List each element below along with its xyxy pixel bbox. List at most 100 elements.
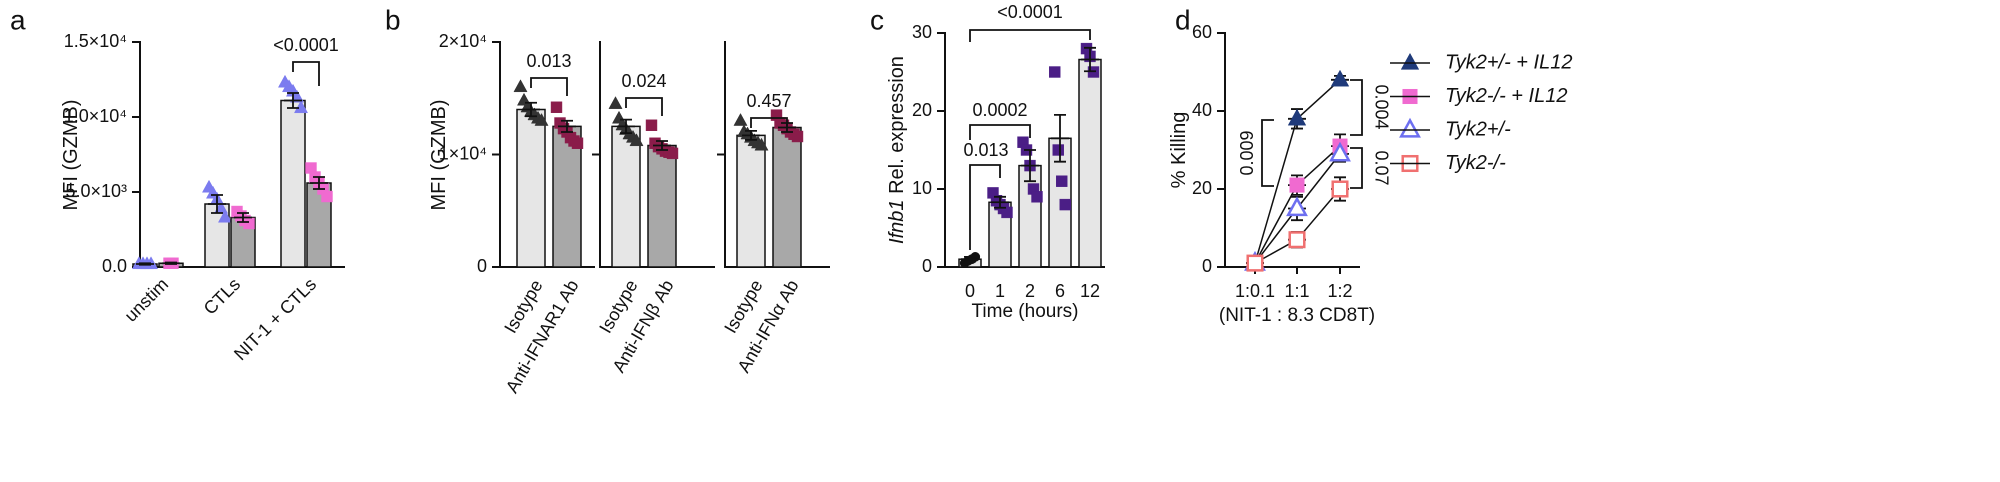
y-tick-label: 5.0×10³ bbox=[65, 181, 127, 201]
x-axis-label: Time (hours) bbox=[972, 301, 1079, 322]
p-value: 0.009 bbox=[1237, 130, 1257, 175]
y-tick-label: 30 bbox=[912, 22, 932, 42]
data-point bbox=[293, 100, 309, 114]
data-point bbox=[791, 130, 804, 143]
data-point bbox=[1001, 206, 1013, 219]
y-axis-label: MFI (GZMB) bbox=[428, 99, 450, 210]
y-tick-label: 0 bbox=[477, 256, 487, 276]
y-tick-label: 10 bbox=[912, 178, 932, 198]
x-tick-label: CTLs bbox=[200, 274, 245, 319]
x-tick-label: unstim bbox=[121, 274, 173, 326]
y-tick-label: 0.0 bbox=[102, 256, 127, 276]
data-point bbox=[1329, 141, 1351, 162]
p-value: 0.013 bbox=[963, 140, 1008, 160]
error-bar bbox=[617, 118, 635, 135]
p-value: 0.0002 bbox=[972, 100, 1027, 120]
data-point bbox=[666, 147, 679, 160]
bracket bbox=[1350, 147, 1363, 189]
bracket bbox=[292, 61, 320, 86]
x-axis-label: (NIT-1 : 8.3 CD8T) bbox=[1219, 305, 1375, 326]
error-bar bbox=[208, 194, 226, 214]
legend-marker bbox=[1400, 52, 1420, 70]
bar bbox=[516, 108, 546, 268]
legend-label: Tyk2+/- + IL12 bbox=[1445, 51, 1572, 73]
p-value: <0.0001 bbox=[997, 2, 1063, 22]
bracket bbox=[750, 117, 788, 128]
y-axis-label: % Killing bbox=[1168, 112, 1190, 189]
p-value: 0.024 bbox=[621, 71, 666, 91]
legend-label: Tyk2+/- bbox=[1445, 118, 1511, 140]
data-point bbox=[1330, 69, 1350, 87]
bracket bbox=[969, 124, 1031, 140]
error-bar bbox=[742, 129, 760, 141]
data-point bbox=[629, 133, 644, 147]
data-point bbox=[1286, 196, 1308, 217]
x-tick-label: 1 bbox=[995, 281, 1005, 301]
bar bbox=[1078, 58, 1102, 268]
data-point bbox=[513, 79, 528, 93]
y-axis-label-text: Rel. expression bbox=[886, 56, 908, 194]
panel-label: b bbox=[385, 4, 401, 35]
y-tick-label: 20 bbox=[912, 100, 932, 120]
bracket bbox=[625, 97, 663, 116]
y-axis-label-text: % Killing bbox=[1168, 112, 1190, 189]
y-axis-label: Ifnb1 Rel. expression bbox=[886, 56, 908, 244]
error-bar bbox=[778, 122, 796, 133]
error-bar bbox=[136, 262, 154, 266]
panel-label: c bbox=[870, 4, 884, 35]
data-point bbox=[217, 209, 233, 223]
p-value: <0.0001 bbox=[273, 35, 339, 55]
data-point bbox=[1289, 177, 1305, 193]
y-tick-label: 0 bbox=[922, 256, 932, 276]
p-value: 0.004 bbox=[1371, 84, 1391, 129]
p-value: 0.07 bbox=[1371, 150, 1391, 185]
bar bbox=[611, 125, 641, 268]
y-tick-label: 20 bbox=[1192, 178, 1212, 198]
x-tick-label: 1:2 bbox=[1327, 281, 1352, 301]
data-point bbox=[1056, 175, 1068, 187]
error-bar bbox=[310, 176, 328, 190]
y-axis-label-gene: Ifnb1 bbox=[886, 199, 908, 243]
error-bar bbox=[991, 195, 1009, 209]
x-tick-label: 1:1 bbox=[1284, 281, 1309, 301]
data-point bbox=[534, 113, 549, 126]
y-tick-label: 40 bbox=[1192, 100, 1212, 120]
data-point bbox=[1288, 231, 1306, 249]
y-tick-label: 1.5×10⁴ bbox=[64, 31, 127, 51]
bar bbox=[647, 144, 677, 268]
error-bar bbox=[162, 261, 180, 265]
data-point bbox=[1031, 191, 1043, 203]
bar bbox=[552, 125, 582, 268]
panel-label: d bbox=[1175, 4, 1191, 35]
data-point bbox=[645, 119, 658, 131]
y-axis-label-text: MFI (GZMB) bbox=[428, 99, 450, 210]
x-tick-label: Anti-IFNAR1 Ab bbox=[502, 276, 583, 396]
error-bar bbox=[522, 101, 540, 118]
data-point bbox=[243, 217, 255, 230]
error-bar bbox=[1051, 114, 1069, 163]
x-tick-label: 0 bbox=[965, 281, 975, 301]
bracket bbox=[1261, 119, 1274, 187]
error-bar bbox=[558, 119, 576, 133]
y-tick-label: 1×10⁴ bbox=[439, 143, 487, 163]
error-bar bbox=[1081, 46, 1099, 73]
x-tick-label: 1:0.1 bbox=[1235, 281, 1275, 301]
y-tick-label: 2×10⁴ bbox=[439, 31, 487, 51]
y-tick-label: 0 bbox=[1202, 256, 1212, 276]
data-point bbox=[1331, 180, 1349, 198]
error-bar bbox=[1021, 149, 1039, 183]
legend-label: Tyk2-/- + IL12 bbox=[1445, 85, 1567, 107]
legend-label: Tyk2-/- bbox=[1445, 152, 1506, 174]
error-bar bbox=[961, 255, 979, 263]
x-tick-label: 2 bbox=[1025, 281, 1035, 301]
p-value: 0.013 bbox=[526, 51, 571, 71]
data-point bbox=[1246, 254, 1264, 272]
bracket bbox=[969, 29, 1091, 42]
bar bbox=[772, 126, 802, 268]
bracket bbox=[1350, 79, 1363, 136]
panel-label: a bbox=[10, 4, 26, 35]
y-tick-label: 60 bbox=[1192, 22, 1212, 42]
y-axis-label-text: MFI (GZMB) bbox=[60, 99, 82, 210]
data-point bbox=[550, 101, 563, 113]
